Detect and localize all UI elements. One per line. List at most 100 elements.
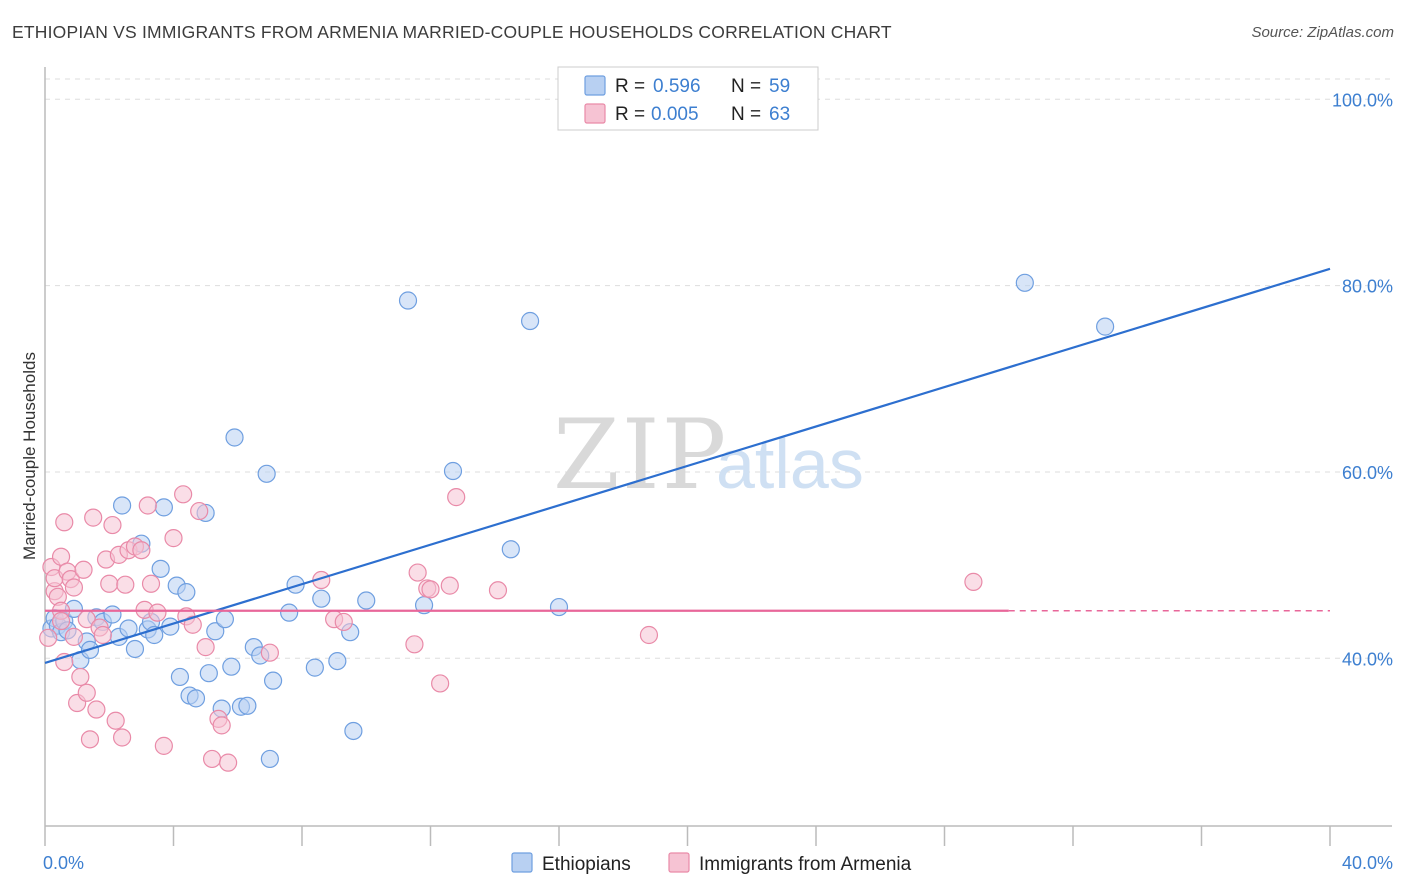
armenia-point-23	[93, 625, 112, 645]
ethiopians-point-54	[501, 540, 520, 559]
tick-labels: 40.0% 60.0% 80.0% 100.0% 0.0% 40.0%	[43, 90, 1393, 873]
armenia-point-17	[77, 683, 96, 702]
ethiopians-point-47	[328, 651, 347, 671]
ethiopians-point-45	[305, 658, 324, 677]
ethiopians-point-44	[286, 575, 305, 594]
ethiopians-point-28	[186, 689, 206, 708]
legend-n-value-1: 59	[769, 76, 790, 97]
armenia-point-37	[148, 603, 167, 622]
armenia-point-39	[164, 529, 183, 548]
armenia-point-43	[190, 501, 209, 521]
armenia-point-12	[64, 578, 84, 597]
chart-title: ETHIOPIAN VS IMMIGRANTS FROM ARMENIA MAR…	[12, 22, 892, 42]
ethiopians-point-56	[549, 597, 569, 617]
armenia-point-60	[488, 581, 508, 600]
armenia-point-38	[154, 736, 173, 755]
y-tick-label-100: 100.0%	[1332, 90, 1393, 110]
ethiopians-point-55	[520, 311, 540, 331]
ethiopians-point-16	[125, 639, 145, 659]
ethiopians-point-14	[112, 496, 132, 515]
y-tick-label-40: 40.0%	[1342, 649, 1393, 669]
trend-line-ethiopians	[44, 267, 1331, 665]
armenia-point-30	[116, 575, 135, 594]
watermark-atlas: atlas	[716, 425, 864, 503]
ethiopians-point-58	[1096, 317, 1115, 336]
source-credit: Source: ZipAtlas.com	[1251, 24, 1394, 41]
armenia-point-26	[103, 515, 122, 535]
armenia-point-54	[408, 563, 427, 582]
armenia-point-40	[174, 485, 193, 504]
ethiopians-point-12	[103, 605, 122, 624]
armenia-point-47	[212, 716, 231, 735]
watermark: ZIP atlas	[553, 399, 864, 511]
ethiopians-point-43	[280, 603, 299, 622]
ethiopians-point-25	[170, 667, 190, 687]
ethiopians-point-22	[154, 498, 173, 517]
legend-r-value-1: 0.596	[653, 76, 701, 97]
armenia-point-61	[639, 625, 659, 645]
armenia-point-8	[55, 513, 74, 532]
armenia-point-45	[202, 749, 222, 769]
ethiopians-point-35	[225, 428, 244, 447]
legend-r-label-1: R =	[615, 76, 645, 97]
ethiopians-point-40	[257, 464, 276, 483]
armenia-point-35	[138, 496, 157, 515]
x-tick-label-max: 40.0%	[1342, 853, 1393, 873]
armenia-point-58	[440, 576, 459, 595]
ethiopians-point-49	[344, 721, 363, 741]
legend-r-value-2: 0.005	[651, 104, 699, 125]
legend-n-value-2: 63	[769, 104, 790, 125]
legend-swatch-ethiopians	[584, 75, 606, 96]
armenia-point-56	[421, 580, 440, 599]
armenia-point-59	[447, 488, 466, 507]
ethiopians-point-51	[398, 291, 418, 310]
armenia-point-36	[141, 574, 161, 593]
bottom-legend-ethiopians: Ethiopians	[542, 854, 631, 875]
axes	[44, 67, 1392, 846]
armenia-point-7	[51, 611, 71, 631]
armenia-point-33	[132, 541, 151, 560]
ethiopians-point-30	[199, 664, 218, 683]
watermark-zip: ZIP	[553, 399, 728, 511]
armenia-point-16	[74, 560, 93, 579]
ethiopians-point-26	[177, 583, 196, 602]
armenia-point-13	[64, 627, 84, 646]
ethiopians-point-50	[357, 591, 376, 610]
armenia-point-49	[260, 643, 279, 662]
armenia-point-27	[106, 711, 125, 730]
armenia-point-25	[100, 574, 119, 593]
legend-n-label-1: N =	[731, 76, 761, 97]
grid-lines	[45, 78, 1392, 659]
legend-r-label-2: R =	[615, 104, 645, 125]
armenia-point-53	[405, 635, 424, 654]
armenia-point-29	[112, 728, 132, 747]
ethiopians-point-37	[238, 696, 257, 715]
y-tick-label-80: 80.0%	[1342, 277, 1393, 297]
armenia-point-19	[80, 730, 100, 749]
data-points	[39, 273, 1115, 772]
armenia-point-42	[183, 615, 202, 634]
ethiopians-point-34	[222, 657, 241, 676]
trend-lines	[44, 267, 1331, 665]
ethiopians-point-53	[443, 461, 463, 481]
bottom-legend: Ethiopians Immigrants from Armenia	[511, 852, 912, 875]
armenia-point-57	[431, 674, 450, 693]
bottom-legend-swatch-armenia	[668, 852, 690, 873]
armenia-point-20	[84, 508, 103, 527]
legend-n-label-2: N =	[731, 104, 761, 125]
stats-legend: R = 0.596 N = 59 R = 0.005 N = 63	[557, 66, 819, 131]
bottom-legend-armenia: Immigrants from Armenia	[699, 854, 912, 875]
ethiopians-point-42	[263, 671, 283, 690]
x-tick-label-min: 0.0%	[43, 853, 84, 873]
armenia-point-62	[964, 572, 983, 591]
armenia-point-48	[219, 753, 238, 772]
ethiopians-point-21	[151, 559, 170, 578]
ethiopians-point-46	[312, 589, 331, 608]
ethiopians-point-31	[206, 622, 225, 641]
legend-swatch-armenia	[584, 103, 606, 124]
ethiopians-point-41	[260, 749, 279, 769]
y-tick-label-60: 60.0%	[1342, 463, 1393, 483]
ethiopians-point-57	[1015, 273, 1034, 292]
armenia-point-52	[334, 612, 353, 632]
